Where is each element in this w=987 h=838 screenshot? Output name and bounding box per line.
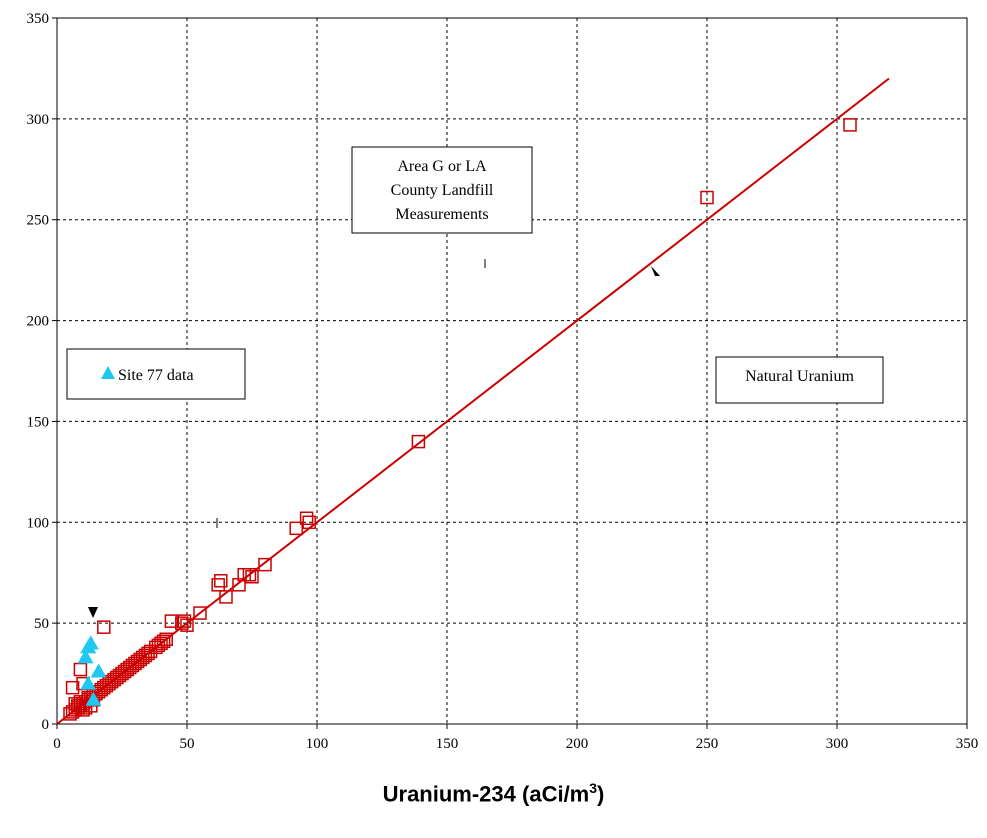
x-tick-label: 350 [956,736,979,752]
annotation-area-g: Area G or LA County Landfill Measurements [351,146,533,234]
annotations: Area G or LA County Landfill Measurements S… [66,146,884,618]
x-tick-label: 200 [566,736,589,752]
measurement-point [73,662,88,677]
annotation-area-g-text: Area G or LA [397,158,487,175]
x-tick-label: 300 [826,736,849,752]
measurement-point [164,614,179,628]
y-tick-label: 300 [27,112,50,128]
arrow-site77 [88,607,98,618]
measurement-point [175,616,189,630]
x-axis-title-text: Uranium-234 (aCi/m [382,781,590,807]
y-axis: 0 50 100 150 200 250 300 350 [27,11,57,733]
y-tick-label: 200 [27,314,50,330]
measurement-point [156,634,171,649]
x-tick-label: 150 [436,736,459,752]
measurement-point [159,632,173,647]
measurement-point [258,557,272,572]
measurement-point [71,699,85,713]
measurement-point [211,578,225,592]
natural-uranium-line [56,77,890,725]
measurement-point [180,618,194,632]
x-tick-label: 50 [180,736,195,752]
measurement-point [193,606,207,620]
legend-site77-marker [101,366,115,379]
measurement-point [232,578,246,592]
site77-point [90,663,107,678]
y-tick-label: 350 [27,11,50,27]
x-tick-label: 250 [696,736,719,752]
data-marks [56,77,890,725]
site77-point [77,649,94,664]
x-tick-label: 100 [306,736,329,752]
measurement-point [78,701,93,715]
measurement-point [219,590,233,604]
site77-point [82,635,99,650]
site77-point [85,691,102,706]
y-tick-label: 250 [27,213,50,229]
y-tick-label: 50 [34,616,49,632]
x-axis-title-tail: ) [597,781,605,807]
legend-site77: Site 77 data [66,348,246,400]
gridlines [57,18,967,724]
measurement-point [214,574,228,588]
measurement-point [154,636,168,651]
x-tick-label: 0 [53,736,61,752]
measurement-point [700,190,714,205]
measurement-point [65,680,80,695]
annotation-area-g-frame [351,146,533,234]
legend-site77-text: Site 77 data [118,367,194,384]
measurement-point [299,511,314,526]
measurement-point [289,521,303,536]
y-tick-label: 100 [27,515,50,531]
annotation-natural-uranium: Natural Uranium [715,356,884,404]
x-axis-title-superscript: 3 [589,780,598,796]
annotation-area-g-text: County Landfill [391,182,494,199]
y-tick-label: 0 [42,717,50,733]
annotation-natural-uranium-text: Natural Uranium [745,368,854,385]
measurement-point [97,620,111,634]
annotation-natural-uranium-frame [715,356,884,404]
x-axis-title: Uranium-234 (aCi/m3) [0,780,987,807]
measurement-point [302,515,316,530]
y-tick-label: 150 [27,414,50,430]
x-axis: 0 50 100 150 200 250 300 350 [53,724,978,752]
measurement-point [138,648,153,663]
measurement-point [245,569,259,584]
annotation-area-g-text: Measurements [395,206,488,223]
measurement-point [843,118,857,132]
arrow-natural-uranium [651,266,660,276]
measurement-point [411,434,426,449]
site77-point [80,675,97,690]
measurement-point [242,567,257,582]
legend-site77-frame [66,348,246,400]
measurement-point [177,614,192,628]
chart-svg: 0 50 100 150 200 250 300 350 0 50 100 150 200 250 300… [27,11,979,752]
